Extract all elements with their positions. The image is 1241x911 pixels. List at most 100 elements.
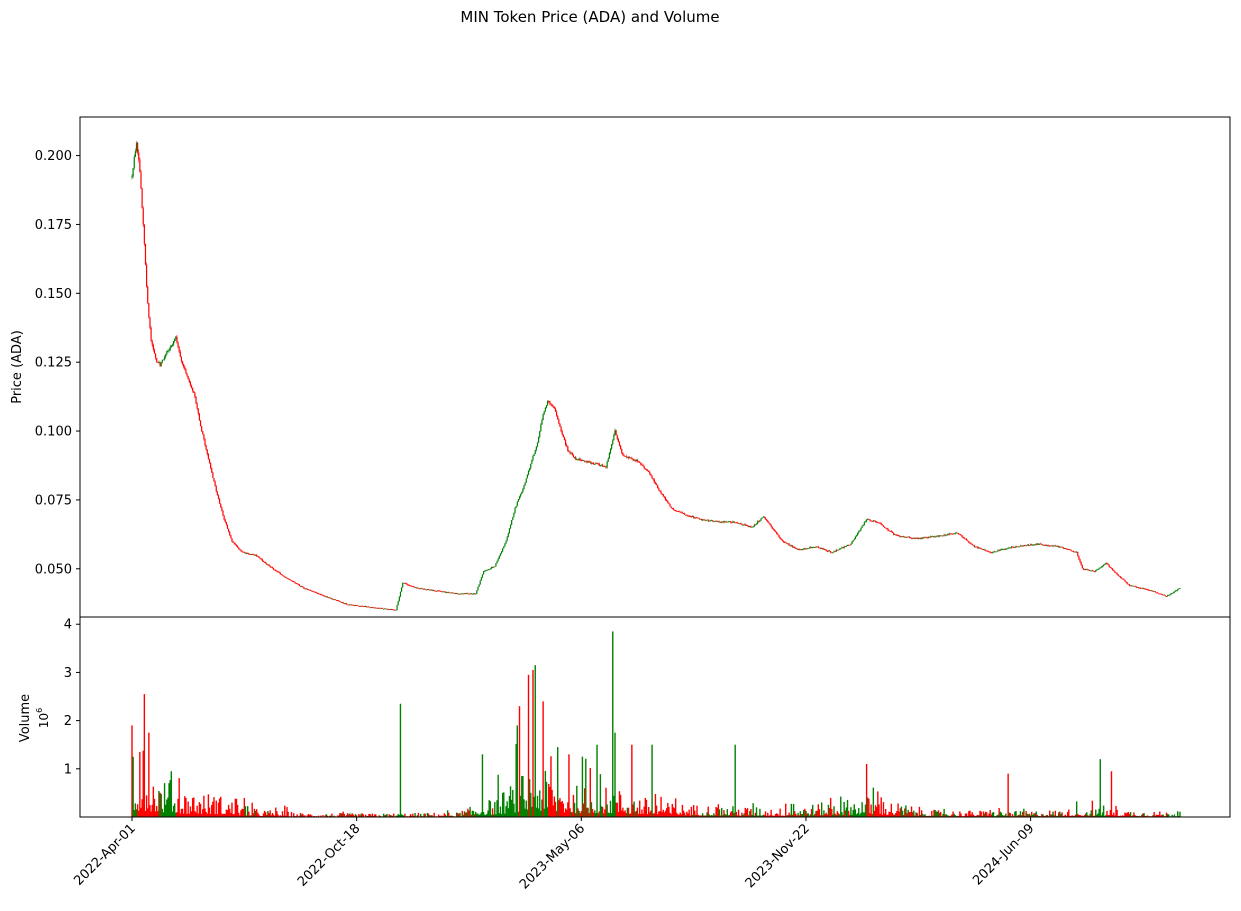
candle-body <box>498 555 500 559</box>
candle-body <box>557 415 559 420</box>
candle-body <box>958 533 960 535</box>
volume-bar <box>1146 815 1149 817</box>
volume-bar <box>854 809 857 817</box>
volume-bar <box>255 809 258 817</box>
candle-body <box>790 545 792 547</box>
volume-bar <box>428 815 431 817</box>
candle-body <box>511 520 513 526</box>
candle-body <box>561 431 563 435</box>
volume-bar <box>837 813 840 817</box>
candle-body <box>142 208 144 225</box>
volume-bar <box>328 815 331 817</box>
volume-bar <box>882 802 885 817</box>
volume-bar <box>150 811 152 817</box>
candle-body <box>269 565 271 567</box>
volume-bar <box>258 814 260 817</box>
candle-body <box>1036 543 1038 545</box>
volume-bar <box>645 799 648 817</box>
candle-body <box>573 457 576 458</box>
candle-body <box>340 601 342 603</box>
volume-bar <box>944 814 946 817</box>
candle-body <box>363 606 366 607</box>
candle-body <box>915 537 917 539</box>
volume-spike-bar <box>612 631 614 817</box>
volume-bar <box>780 815 782 817</box>
volume-bar <box>1075 801 1078 817</box>
candle-body <box>484 571 486 572</box>
candle-body <box>1018 546 1020 548</box>
volume-bar <box>1115 805 1117 817</box>
volume-bar <box>313 815 315 817</box>
candle-body <box>662 494 664 497</box>
volume-bar <box>386 814 388 817</box>
candle-body <box>899 536 901 538</box>
candle-body <box>930 536 932 538</box>
volume-bar <box>877 791 879 817</box>
volume-bar <box>890 803 893 817</box>
volume-bar <box>819 815 822 817</box>
candle-body <box>991 551 994 553</box>
candle-body <box>597 463 599 465</box>
volume-bar <box>156 805 158 817</box>
volume-bar <box>592 812 595 817</box>
candle-body <box>202 431 204 435</box>
candle-body <box>396 605 398 610</box>
candle-body <box>186 373 188 376</box>
volume-bars <box>131 631 1181 817</box>
volume-bar <box>858 807 860 817</box>
volume-bar <box>850 807 852 817</box>
candle-body <box>1030 544 1032 546</box>
candle-body <box>706 519 708 521</box>
volume-bar <box>743 813 745 817</box>
candle-body <box>157 361 159 363</box>
candle-body <box>800 549 803 551</box>
candle-body <box>489 568 491 570</box>
volume-bar <box>220 796 222 817</box>
volume-bar <box>185 797 187 817</box>
candle-body <box>786 542 788 544</box>
volume-y-tick-label: 2 <box>64 714 72 729</box>
volume-bar <box>501 792 504 817</box>
candle-body <box>147 286 149 304</box>
volume-bar <box>572 794 575 817</box>
volume-bar <box>393 813 395 817</box>
candle-body <box>796 548 798 550</box>
volume-bar <box>248 811 250 817</box>
volume-bar <box>674 798 677 817</box>
volume-bar <box>785 803 787 817</box>
candle-body <box>661 493 663 495</box>
volume-bar <box>873 810 876 817</box>
volume-bar <box>587 807 589 817</box>
candle-body <box>440 590 442 592</box>
candle-body <box>331 598 333 600</box>
candle-body <box>697 517 699 519</box>
volume-bar <box>1074 814 1077 817</box>
candle-body <box>985 549 987 551</box>
volume-bar <box>424 813 426 817</box>
candle-body <box>844 546 846 548</box>
candle-body <box>944 534 946 536</box>
volume-bar <box>1024 815 1026 817</box>
candle-body <box>602 464 604 467</box>
candle-body <box>848 544 850 546</box>
volume-bar <box>828 808 831 817</box>
volume-bar <box>879 813 881 817</box>
volume-bar <box>167 797 169 817</box>
volume-bar <box>1029 815 1032 817</box>
volume-bar <box>273 815 276 817</box>
volume-bar <box>617 812 620 817</box>
candle-body <box>1010 546 1013 548</box>
candle-body <box>1144 588 1146 590</box>
candle-body <box>795 548 797 549</box>
volume-bar <box>457 813 459 817</box>
volume-bar <box>880 797 882 817</box>
candle-body <box>452 592 454 594</box>
candle-body <box>833 551 835 553</box>
candle-body <box>914 537 916 539</box>
volume-bar <box>1090 810 1092 817</box>
volume-bar <box>983 813 986 817</box>
candle-body <box>412 586 414 587</box>
candle-body <box>857 532 859 536</box>
